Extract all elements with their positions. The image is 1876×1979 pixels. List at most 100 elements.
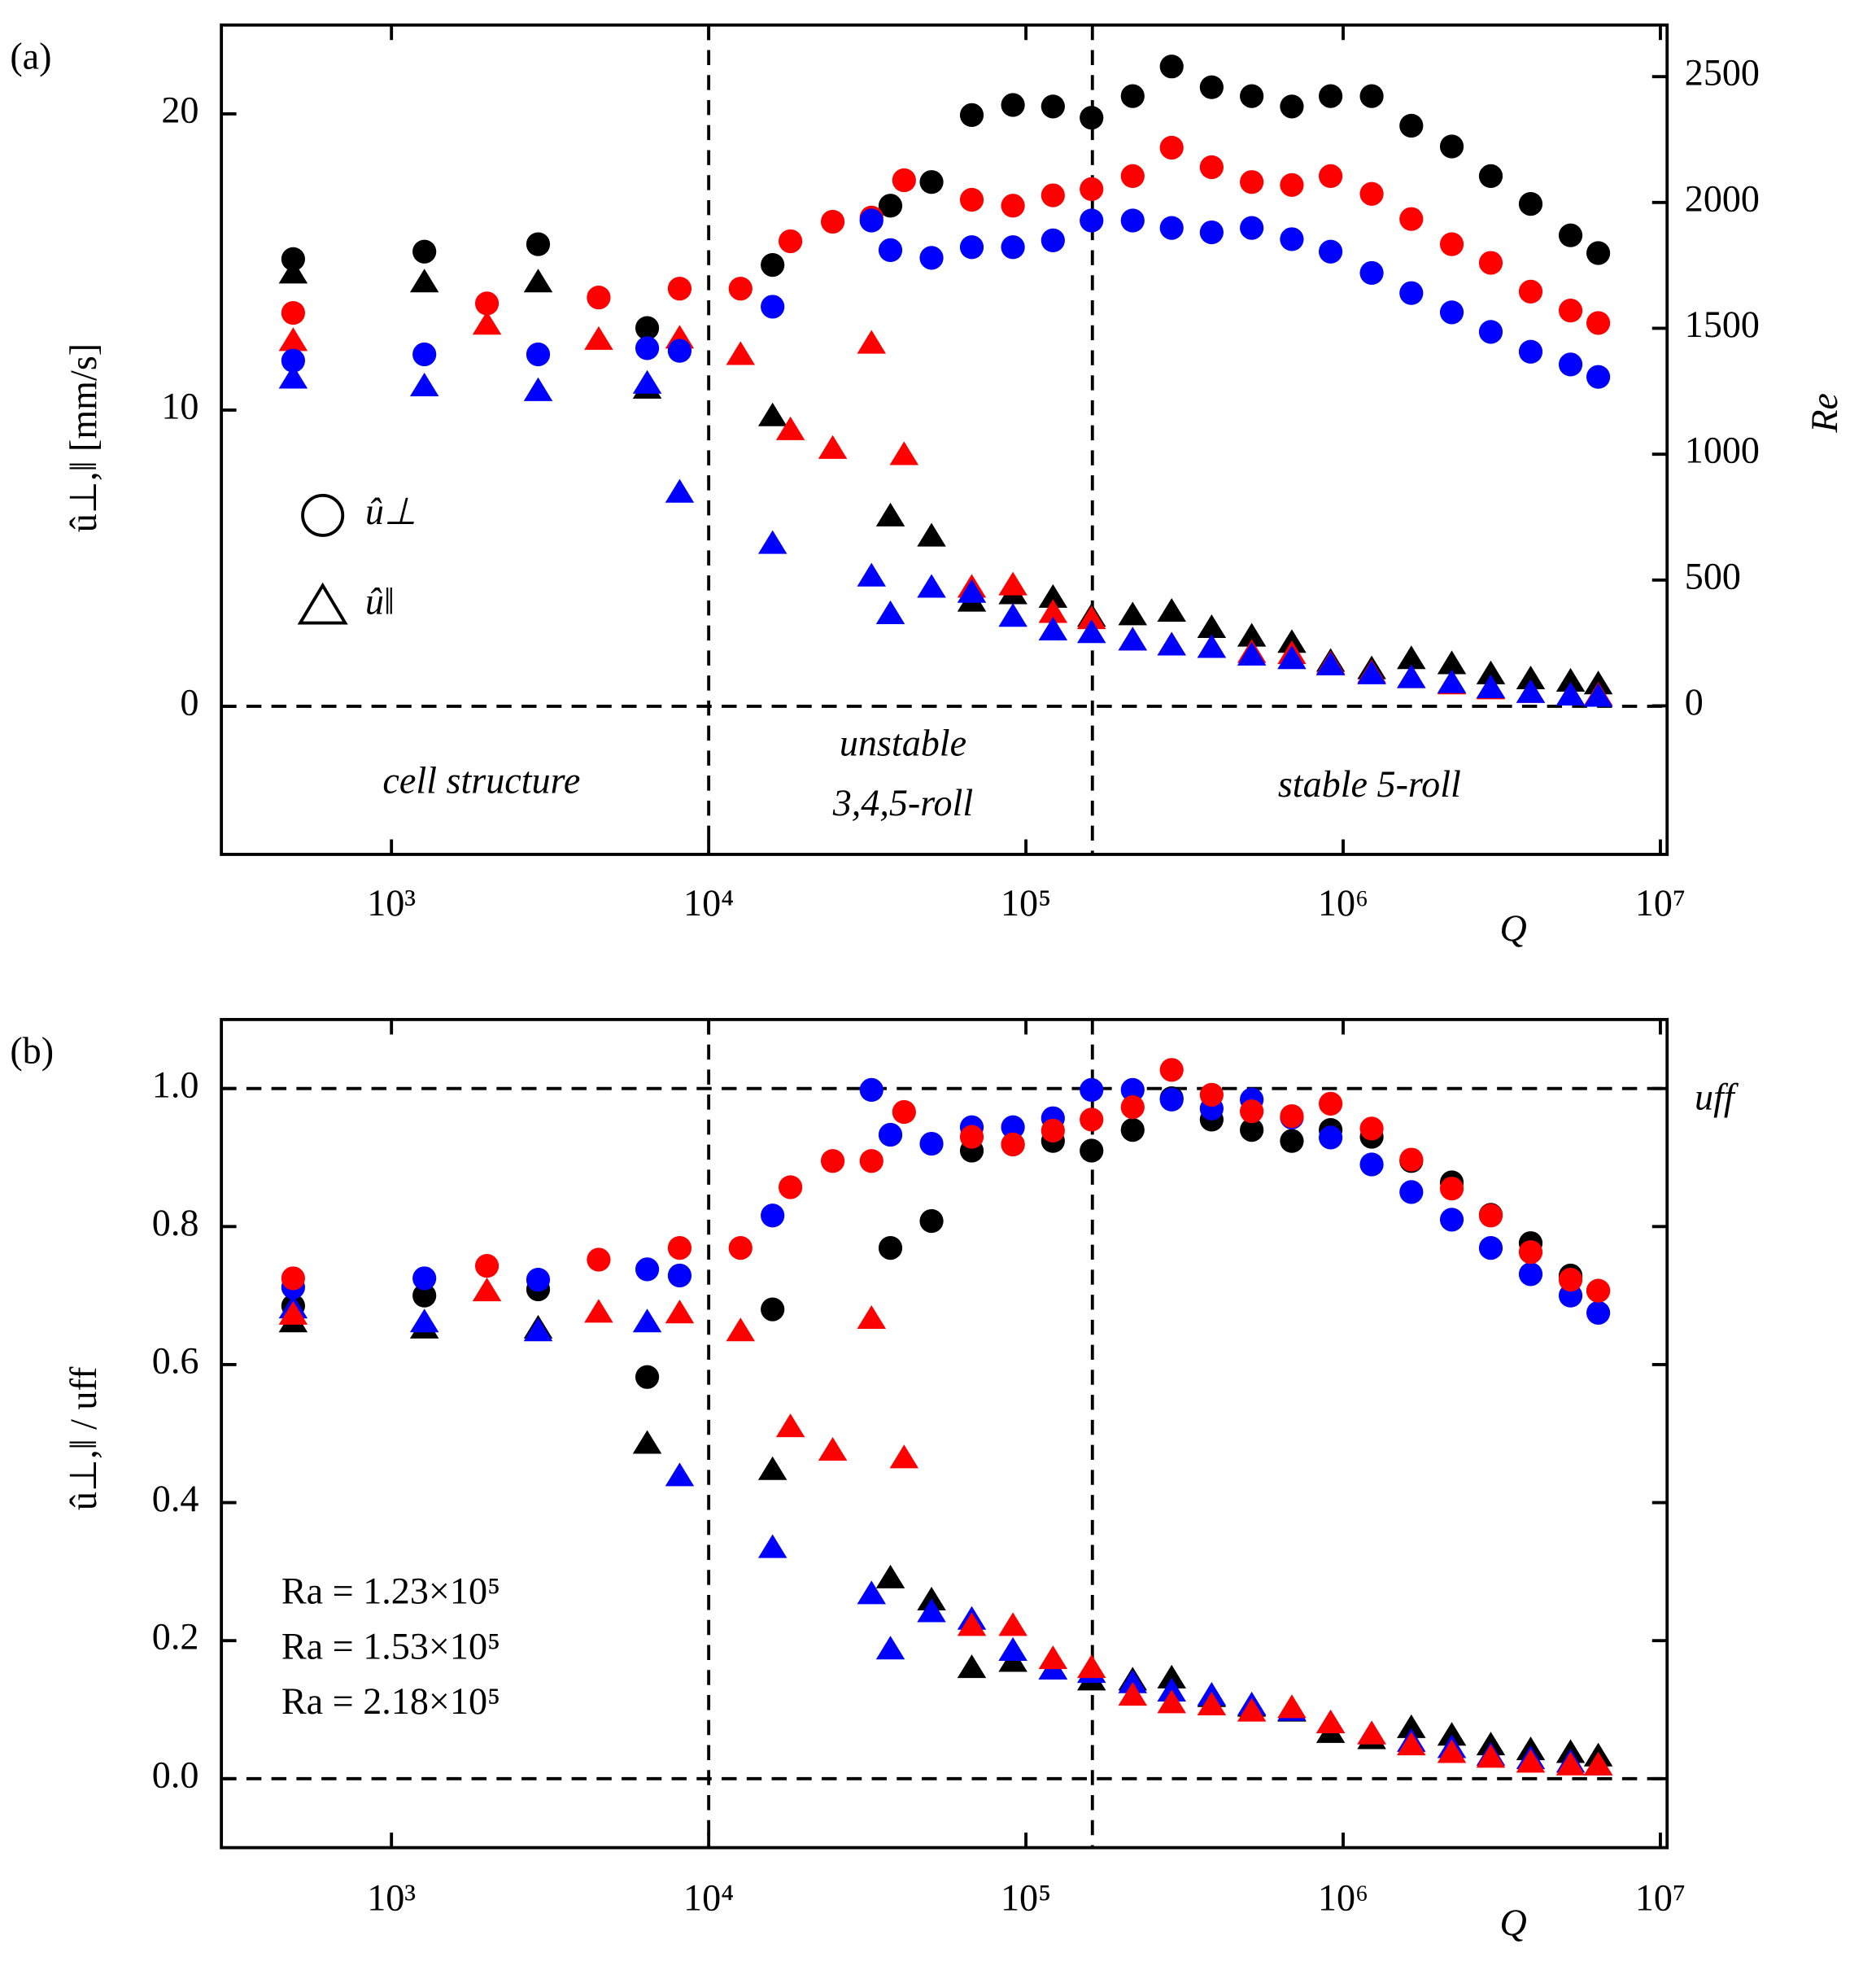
data-point: [919, 170, 944, 194]
data-point: [1076, 619, 1106, 644]
data-point: [584, 325, 613, 350]
data-point: [1359, 181, 1384, 206]
data-point: [1280, 94, 1304, 119]
legend-label: û⊥: [365, 491, 417, 532]
data-point: [1399, 1180, 1424, 1204]
data-point: [635, 1365, 660, 1389]
data-point: [1518, 192, 1543, 216]
data-point: [1041, 94, 1065, 119]
data-point: [1157, 1664, 1186, 1688]
data-point: [757, 402, 787, 426]
data-point: [919, 246, 944, 270]
data-point: [1041, 1118, 1065, 1143]
y-tick-label: 1.0: [152, 1064, 199, 1105]
data-point: [587, 286, 611, 310]
panel-label: (b): [10, 1030, 54, 1072]
x-tick-label: 10⁴: [683, 882, 734, 924]
data-point: [875, 502, 905, 526]
data-point: [1197, 634, 1227, 658]
plot-frame: [220, 1017, 1669, 1850]
legend-label: û‖: [365, 581, 395, 623]
data-point: [1076, 605, 1106, 630]
data-point: [278, 260, 308, 284]
data-point: [889, 441, 919, 465]
x-tick-label: 10⁶: [1318, 1876, 1368, 1918]
data-point: [1157, 631, 1186, 656]
data-point: [1555, 667, 1586, 692]
data-point: [1357, 1720, 1386, 1745]
y-tick-label: 20: [161, 90, 199, 131]
data-point: [665, 1300, 695, 1324]
data-point: [1439, 134, 1464, 159]
data-point: [917, 574, 946, 598]
region-annotation: stable 5-roll: [1278, 763, 1461, 805]
region-annotation: unstable: [840, 722, 966, 763]
data-point: [1041, 228, 1065, 252]
data-point: [959, 187, 984, 212]
data-point: [757, 1456, 787, 1480]
data-point: [1240, 1117, 1264, 1142]
data-point: [1237, 1697, 1267, 1722]
data-point: [820, 1149, 845, 1173]
data-point: [1315, 651, 1346, 675]
data-point: [1518, 1262, 1543, 1287]
legend-label: Ra = 1.53×10⁵: [281, 1625, 500, 1667]
y2-tick-label: 2500: [1685, 52, 1760, 94]
data-point: [1076, 1654, 1106, 1679]
data-point: [957, 1654, 987, 1679]
data-point: [957, 1612, 987, 1636]
legend-label: Ra = 2.18×10⁵: [281, 1680, 500, 1722]
data-point: [409, 269, 439, 293]
data-point: [1157, 597, 1186, 623]
y2-axis-label: Re: [1804, 393, 1845, 434]
data-point: [1399, 207, 1424, 231]
data-point: [1199, 75, 1224, 99]
data-point: [1240, 170, 1264, 194]
data-point: [1120, 1094, 1145, 1120]
plot-frame: [220, 23, 1669, 856]
data-point: [1478, 164, 1503, 188]
data-point: [1478, 1236, 1503, 1260]
data-point: [889, 1444, 919, 1469]
y2-tick-label: 1000: [1685, 430, 1760, 471]
data-point: [1476, 674, 1506, 698]
y2-tick-label: 2000: [1685, 177, 1760, 219]
x-tick-label: 10⁷: [1635, 882, 1686, 924]
data-point: [1120, 1077, 1145, 1103]
data-point: [919, 1208, 944, 1234]
data-point: [1120, 208, 1145, 233]
data-point: [1359, 260, 1384, 286]
data-point: [878, 238, 903, 262]
x-tick-label: 10⁵: [1001, 882, 1051, 924]
data-point: [526, 232, 551, 256]
data-point: [919, 1131, 944, 1156]
data-point: [892, 1099, 916, 1125]
data-point: [526, 342, 551, 367]
y-axis-label: û⊥,‖ / uff: [63, 1366, 104, 1510]
data-point: [1397, 1732, 1426, 1756]
data-point: [1555, 681, 1586, 706]
data-point: [587, 1247, 611, 1272]
data-point: [818, 1436, 848, 1461]
data-point: [857, 1304, 887, 1330]
data-point: [859, 208, 883, 233]
data-point: [1437, 650, 1467, 675]
x-tick-label: 10³: [367, 882, 416, 924]
data-point: [775, 1413, 805, 1438]
data-point: [281, 348, 305, 373]
data-point: [875, 1564, 905, 1588]
data-point: [665, 478, 695, 503]
data-point: [726, 341, 756, 365]
data-point: [632, 1430, 662, 1454]
data-point: [1586, 241, 1611, 265]
data-point: [892, 168, 916, 193]
y-axis-label: û⊥,‖ [mm/s]: [63, 343, 104, 532]
data-point: [1437, 669, 1467, 693]
data-point: [1159, 1058, 1184, 1082]
y2-tick-label: 1500: [1685, 304, 1760, 345]
data-point: [1476, 1744, 1506, 1768]
data-point: [412, 1266, 437, 1291]
y-tick-label: 0.0: [152, 1754, 199, 1795]
data-point: [1478, 320, 1503, 344]
